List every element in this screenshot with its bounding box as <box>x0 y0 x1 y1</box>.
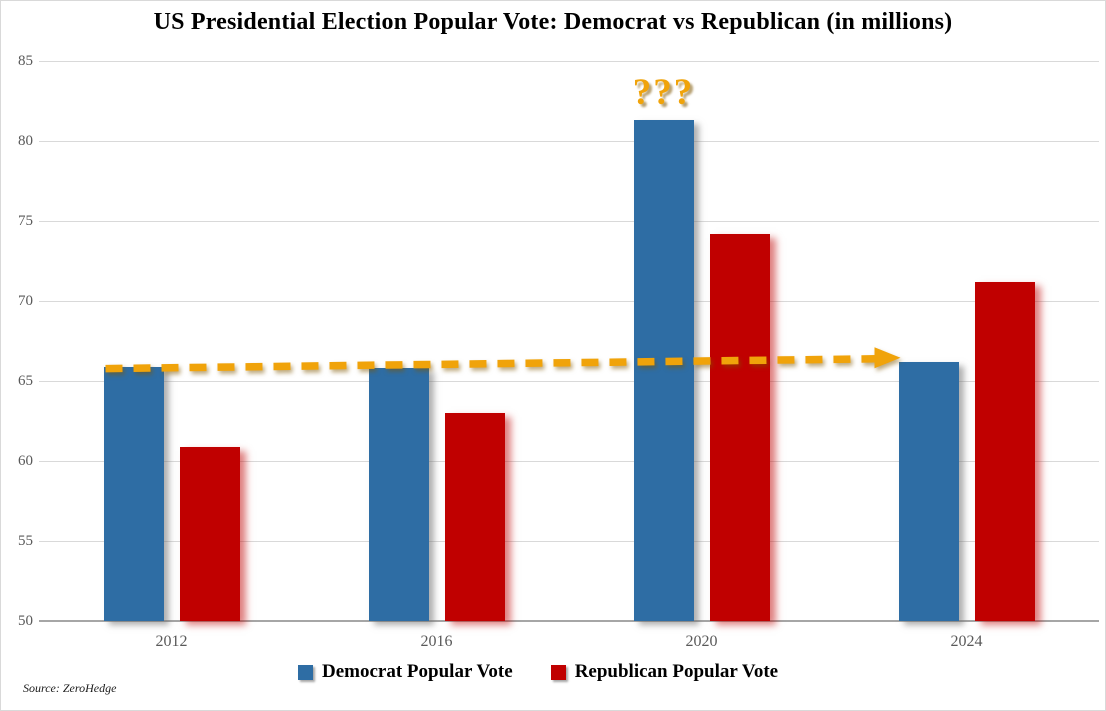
gridline <box>39 301 1099 302</box>
gridline <box>39 141 1099 142</box>
bar-democrat-2016 <box>368 368 429 621</box>
plot-area: ??? <box>39 61 1099 622</box>
legend-label: Republican Popular Vote <box>574 661 779 682</box>
dashed-trend-arrow <box>105 347 901 373</box>
gridline <box>39 461 1099 462</box>
legend: Democrat Popular Vote Republican Popular … <box>298 661 778 683</box>
bar-republican-2016 <box>444 413 505 621</box>
x-axis-label: 2024 <box>950 633 983 650</box>
y-axis-tick-label: 75 <box>18 213 33 229</box>
y-axis-tick-label: 80 <box>18 133 33 149</box>
bar-democrat-2012 <box>103 366 164 621</box>
x-axis-label: 2020 <box>685 633 718 650</box>
chart-title: US Presidential Election Popular Vote: D… <box>153 9 953 35</box>
gridline <box>39 541 1099 542</box>
bar-democrat-2020 <box>633 120 694 621</box>
gridline <box>39 221 1099 222</box>
y-axis-tick-label: 50 <box>18 613 33 629</box>
bar-republican-2024 <box>974 281 1035 621</box>
legend-swatch-icon <box>298 664 313 680</box>
bar-republican-2020 <box>709 233 770 621</box>
x-axis-line <box>39 620 1099 622</box>
arrowhead-icon <box>874 347 901 369</box>
legend-label: Democrat Popular Vote <box>322 661 513 682</box>
y-axis-tick-label: 70 <box>18 293 33 309</box>
gridline <box>39 381 1099 382</box>
x-axis-label: 2012 <box>155 633 188 650</box>
bar-republican-2012 <box>179 446 240 621</box>
y-axis-tick-label: 55 <box>18 533 33 549</box>
gridline <box>39 61 1099 62</box>
legend-item-democrat: Democrat Popular Vote <box>298 661 513 683</box>
legend-swatch-icon <box>550 664 566 680</box>
y-axis-tick-label: 65 <box>18 373 33 389</box>
source-note: Source: ZeroHedge <box>23 681 117 695</box>
dashed-line <box>105 355 877 373</box>
y-axis-tick-label: 60 <box>18 453 33 469</box>
question-marks-annotation: ??? <box>632 72 695 114</box>
legend-item-republican: Republican Popular Vote <box>550 661 779 683</box>
x-axis-label: 2016 <box>420 633 453 650</box>
y-axis-tick-label: 85 <box>18 53 33 69</box>
bar-democrat-2024 <box>898 361 959 621</box>
